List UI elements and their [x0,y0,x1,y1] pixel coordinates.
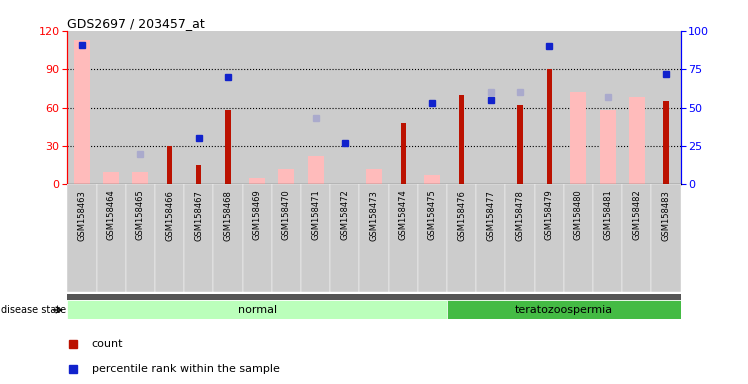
Bar [103,172,119,184]
Text: count: count [92,339,123,349]
Bar [447,300,681,319]
Bar [564,31,593,184]
Bar [535,184,564,292]
Bar [622,31,652,184]
Bar [593,184,622,292]
Bar [330,184,359,292]
Bar [506,184,535,292]
Bar [74,40,90,184]
Bar [535,31,564,184]
Bar [547,69,552,184]
Bar [242,184,272,292]
Bar [447,184,476,292]
Text: GSM158463: GSM158463 [78,190,87,240]
Bar [301,31,330,184]
Bar [184,184,213,292]
Bar [184,31,213,184]
Text: GSM158464: GSM158464 [107,190,116,240]
Bar [629,97,645,184]
Bar [67,300,447,319]
Text: GSM158477: GSM158477 [486,190,495,240]
Text: GSM158482: GSM158482 [632,190,641,240]
Text: GSM158483: GSM158483 [661,190,670,240]
Text: GSM158476: GSM158476 [457,190,466,240]
Bar [359,31,389,184]
Bar [155,31,184,184]
Bar [476,184,506,292]
Text: GSM158465: GSM158465 [136,190,145,240]
Bar [301,184,330,292]
Bar [459,95,465,184]
Bar [564,184,593,292]
Bar [132,172,148,184]
Bar [652,184,681,292]
Text: GSM158473: GSM158473 [370,190,378,240]
Text: teratozoospermia: teratozoospermia [515,305,613,315]
Bar [307,156,324,184]
Text: GSM158481: GSM158481 [603,190,612,240]
Text: GSM158467: GSM158467 [194,190,203,240]
Text: GSM158471: GSM158471 [311,190,320,240]
Bar [476,31,506,184]
Bar [401,123,406,184]
Bar [272,31,301,184]
Bar [330,31,359,184]
Text: GSM158475: GSM158475 [428,190,437,240]
Bar [622,184,652,292]
Bar [571,92,586,184]
Text: GSM158470: GSM158470 [282,190,291,240]
Bar [600,110,616,184]
Bar [272,184,301,292]
Bar [67,184,96,292]
Bar [126,31,155,184]
Bar [663,101,669,184]
Bar [518,105,523,184]
Text: GSM158474: GSM158474 [399,190,408,240]
Bar [359,184,389,292]
Bar [418,31,447,184]
Bar [213,184,242,292]
Bar [96,184,126,292]
Bar [225,110,230,184]
Bar [278,169,295,184]
Text: GSM158468: GSM158468 [224,190,233,240]
Bar [67,31,96,184]
Bar [366,169,382,184]
Bar [196,165,201,184]
Bar [67,294,681,300]
Bar [96,31,126,184]
Bar [126,184,155,292]
Bar [389,31,418,184]
Bar [424,175,441,184]
Bar [447,31,476,184]
Text: normal: normal [238,305,277,315]
Text: disease state: disease state [1,305,67,315]
Text: GDS2697 / 203457_at: GDS2697 / 203457_at [67,17,205,30]
Bar [593,31,622,184]
Bar [418,184,447,292]
Text: GSM158479: GSM158479 [545,190,554,240]
Bar [249,178,266,184]
Bar [242,31,272,184]
Bar [213,31,242,184]
Bar [652,31,681,184]
Text: GSM158478: GSM158478 [515,190,524,240]
Bar [506,31,535,184]
Bar [155,184,184,292]
Text: GSM158469: GSM158469 [253,190,262,240]
Bar [389,184,418,292]
Text: GSM158480: GSM158480 [574,190,583,240]
Bar [167,146,172,184]
Text: GSM158472: GSM158472 [340,190,349,240]
Text: GSM158466: GSM158466 [165,190,174,240]
Text: percentile rank within the sample: percentile rank within the sample [92,364,280,374]
